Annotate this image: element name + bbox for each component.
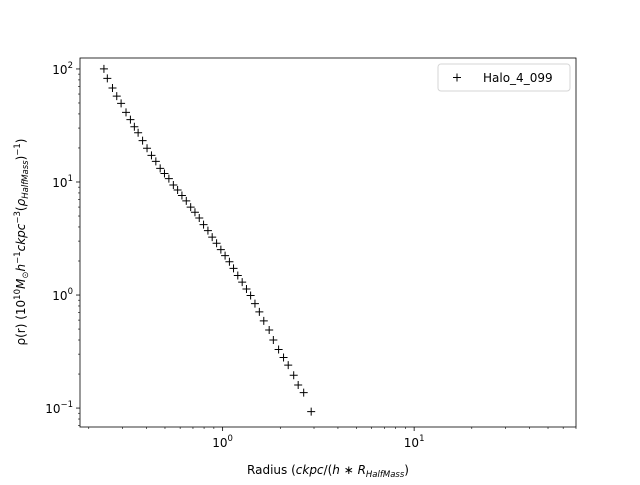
legend-label: Halo_4_099 [483,71,553,85]
data-point-plus [221,251,230,260]
data-point-plus [250,299,259,308]
data-point-plus [138,136,147,145]
data-point-plus [103,74,112,83]
y-axis-label: ρ(r) (1010M⊙h−1ckpc−3(ρHalfMass)−1) [13,138,31,345]
data-point-plus [173,185,182,194]
data-point-plus [255,307,264,316]
data-point-plus [177,191,186,200]
data-point-plus [156,164,165,173]
data-point-plus [147,151,156,160]
data-point-plus [182,196,191,205]
x-tick-label: 101 [404,434,425,450]
x-axis-label: Radius (ckpc/(h ∗ RHalfMass) [247,463,409,480]
plot-frame [79,57,577,428]
data-point-plus [294,380,303,389]
data-point-plus [233,271,242,280]
data-point-plus [164,174,173,183]
data-point-plus [246,291,255,300]
data-point-plus [122,108,131,117]
data-point-plus [143,144,152,153]
data-point-plus [112,92,121,101]
data-point-plus [190,208,199,217]
y-tick-label: 101 [52,174,73,190]
data-point-plus [289,371,298,380]
data-point-plus [134,128,143,137]
markers-layer [99,64,316,416]
data-point-plus [265,326,274,335]
data-point-plus [126,115,135,124]
data-point-plus [274,345,283,354]
y-tick-label: 102 [52,61,73,77]
data-point-plus [269,336,278,345]
data-point-plus [242,285,251,294]
data-point-plus [151,157,160,166]
data-point-plus [259,316,268,325]
data-point-plus [186,203,195,212]
data-point-plus [99,64,108,73]
data-point-plus [130,122,139,131]
data-point-plus [203,226,212,235]
data-point-plus [212,239,221,248]
data-point-plus [238,278,247,287]
data-point-plus [299,388,308,397]
x-tick-label: 100 [212,434,233,450]
ticks-layer: 100 101 10−1 100 101 102 [45,61,577,450]
legend-marker-plus [453,73,461,82]
y-tick-label: 100 [52,287,73,303]
data-point-plus [225,257,234,266]
data-point-plus [108,83,117,92]
data-point-plus [169,181,178,190]
data-point-plus [208,233,217,242]
data-point-plus [199,220,208,229]
data-point-plus [195,214,204,223]
data-point-plus [284,361,293,370]
data-point-plus [307,407,316,416]
y-tick-label: 10−1 [45,400,73,416]
data-point-plus [279,353,288,362]
data-point-plus [229,264,238,273]
data-point-plus [216,245,225,254]
data-point-plus [117,99,126,108]
legend: Halo_4_099 [437,63,571,92]
legend-box [437,63,571,92]
data-point-plus [160,169,169,178]
